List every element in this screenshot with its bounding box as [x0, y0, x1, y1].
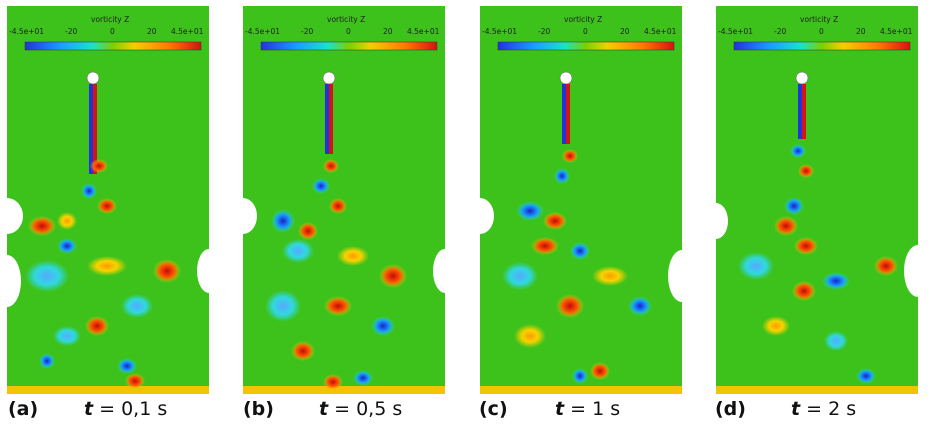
colorbar-title: vorticity Z: [564, 15, 602, 24]
colorbar-tick-zero: 0: [110, 27, 115, 36]
colorbar-tick-20: 20: [147, 27, 157, 36]
nozzle-icon: [795, 71, 809, 85]
colorbar: vorticity Z -4.5e+01 -20 0 20 4.5e+01: [482, 15, 677, 51]
nozzle-icon: [86, 71, 100, 85]
colorbar-tick-max: 4.5e+01: [880, 27, 913, 36]
panel-label: (b): [243, 398, 274, 420]
time-label: t = 1 s: [555, 398, 621, 420]
colorbar-tick-20: 20: [856, 27, 866, 36]
vorticity-panel-b: vorticity Z -4.5e+01 -20 0 20 4.5e+01: [243, 6, 445, 394]
colorbar-tick-zero: 0: [819, 27, 824, 36]
colorbar-tick-neg20: -20: [774, 27, 786, 36]
panel-label: (d): [715, 398, 746, 420]
time-label: t = 0,1 s: [84, 398, 168, 420]
colorbar-tick-max: 4.5e+01: [644, 27, 677, 36]
colorbar: vorticity Z -4.5e+01 -20 0 20 4.5e+01: [245, 15, 440, 51]
colorbar-tick-20: 20: [620, 27, 630, 36]
vorticity-panel-c: vorticity Z -4.5e+01 -20 0 20 4.5e+01: [480, 6, 682, 394]
colorbar-tick-zero: 0: [346, 27, 351, 36]
caption-b: (b) t = 0,5 s: [243, 396, 463, 424]
colorbar: vorticity Z -4.5e+01 -20 0 20 4.5e+01: [718, 15, 913, 51]
vorticity-panel-a: vorticity Z -4.5e+01 -20 0 20 4.5e+01: [7, 6, 209, 394]
caption-a: (a) t = 0,1 s: [8, 396, 228, 424]
colorbar-tick-min: -4.5e+01: [718, 27, 753, 36]
colorbar-tick-20: 20: [383, 27, 393, 36]
colorbar-tick-zero: 0: [583, 27, 588, 36]
colorbar-tick-min: -4.5e+01: [9, 27, 44, 36]
colorbar-tick-neg20: -20: [301, 27, 313, 36]
time-label: t = 0,5 s: [319, 398, 403, 420]
colorbar-title: vorticity Z: [800, 15, 838, 24]
caption-d: (d) t = 2 s: [715, 396, 932, 424]
colorbar-title: vorticity Z: [327, 15, 365, 24]
caption-c: (c) t = 1 s: [479, 396, 699, 424]
panel-label: (a): [8, 398, 39, 420]
colorbar-tick-neg20: -20: [65, 27, 77, 36]
nozzle-icon: [322, 71, 336, 85]
colorbar-title: vorticity Z: [91, 15, 129, 24]
colorbar: vorticity Z -4.5e+01 -20 0 20 4.5e+01: [9, 15, 204, 51]
panel-label: (c): [479, 398, 508, 420]
colorbar-tick-neg20: -20: [538, 27, 550, 36]
colorbar-tick-min: -4.5e+01: [245, 27, 280, 36]
colorbar-tick-max: 4.5e+01: [171, 27, 204, 36]
colorbar-tick-min: -4.5e+01: [482, 27, 517, 36]
colorbar-tick-max: 4.5e+01: [407, 27, 440, 36]
vorticity-panel-d: vorticity Z -4.5e+01 -20 0 20 4.5e+01: [716, 6, 918, 394]
nozzle-icon: [559, 71, 573, 85]
time-label: t = 2 s: [791, 398, 857, 420]
